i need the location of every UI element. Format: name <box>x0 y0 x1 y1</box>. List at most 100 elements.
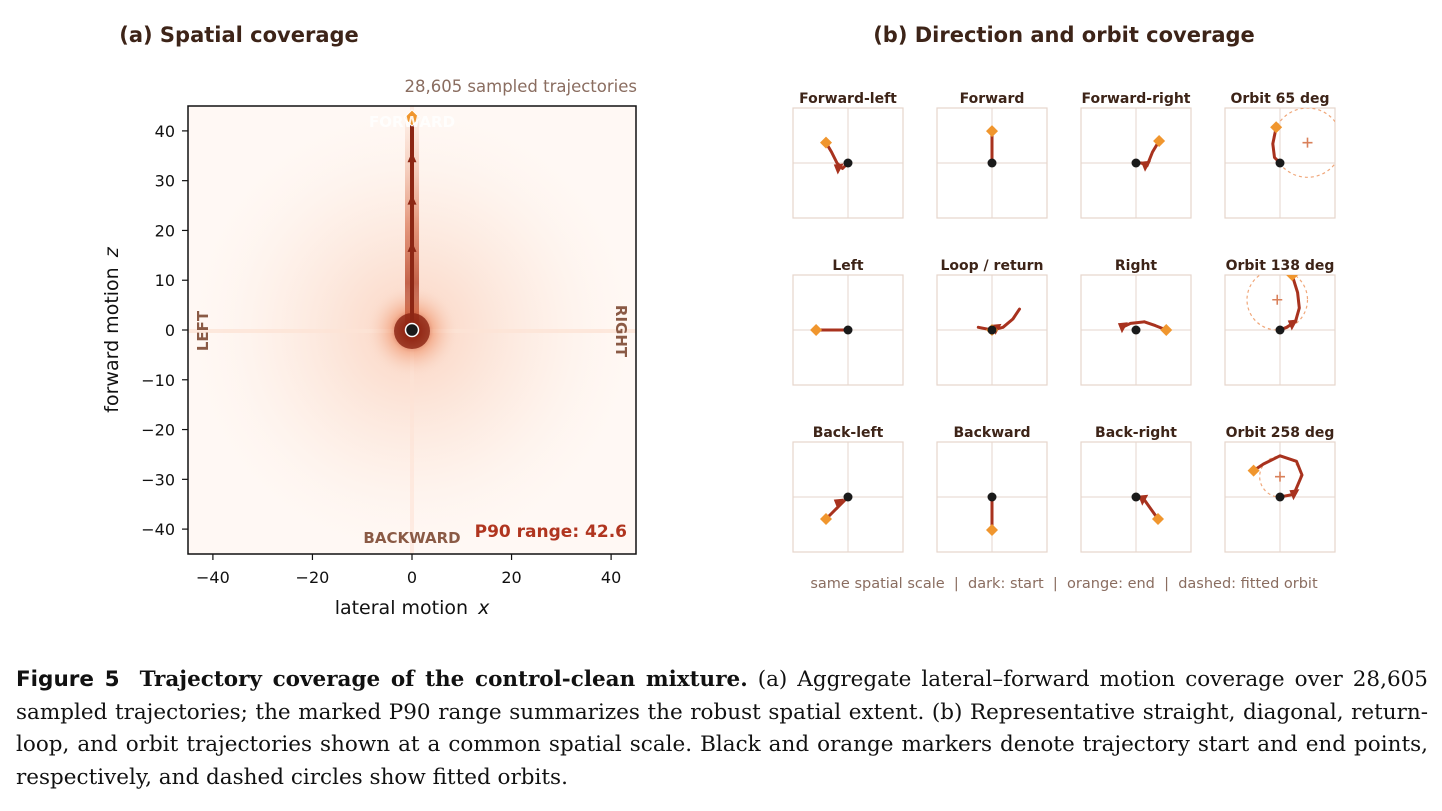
fitted-orbit <box>1246 275 1309 331</box>
panel-a-title: (a) Spatial coverage <box>119 23 359 47</box>
y-tick-label: 40 <box>155 122 175 141</box>
panel-plot <box>1246 275 1309 335</box>
start-marker <box>843 325 853 335</box>
end-marker <box>820 136 832 149</box>
y-tick-label: 30 <box>155 172 175 191</box>
panel-plot <box>1131 135 1166 172</box>
end-marker <box>1152 513 1164 525</box>
start-marker <box>1131 158 1141 168</box>
trajectory-path <box>1120 320 1168 332</box>
panel-plot <box>820 492 853 525</box>
panel-title: Right <box>1115 258 1158 274</box>
y-axis-var: z <box>101 246 123 258</box>
orbit-center-marker <box>1302 137 1313 148</box>
end-marker <box>1247 464 1260 477</box>
trajectory-arrow <box>1141 160 1151 172</box>
start-marker <box>987 492 997 502</box>
direction-panel: Back-right <box>1080 425 1192 553</box>
start-marker <box>1275 492 1285 502</box>
y-axis-label-text: forward motion <box>101 267 123 412</box>
direction-panel: Backward <box>936 425 1048 553</box>
end-marker <box>986 524 998 536</box>
panel-title: Back-left <box>813 425 884 441</box>
x-axis-label: lateral motion x <box>335 597 490 619</box>
panel-title: Left <box>832 258 864 274</box>
direction-panel: Back-left <box>792 425 904 553</box>
panel-plot <box>1270 108 1335 178</box>
y-tick-label: −10 <box>141 371 175 390</box>
start-marker <box>1275 158 1285 168</box>
panel-title: Forward-left <box>799 91 897 107</box>
p90-range-label: P90 range: 42.6 <box>475 522 627 542</box>
x-tick-label: 20 <box>501 568 521 587</box>
trajectory-arrow <box>1117 322 1128 334</box>
y-tick-label: −40 <box>141 520 175 539</box>
trajectory-path <box>1278 275 1301 332</box>
x-tick-label: −20 <box>296 568 330 587</box>
end-marker <box>1286 275 1299 281</box>
direction-panel: Right <box>1080 258 1192 386</box>
panel-plot <box>986 492 998 536</box>
x-tick-label: 40 <box>601 568 621 587</box>
panel-plot <box>976 307 1021 336</box>
caption-title: Trajectory coverage of the control-clean… <box>139 667 748 692</box>
direction-panels: Forward-left Forward Forward-right Orbit 65… <box>792 91 1336 553</box>
direction-panel: Forward-right <box>1080 91 1192 219</box>
direction-panel: Orbit 138 deg <box>1224 258 1336 386</box>
figure-caption: Figure 5 Trajectory coverage of the cont… <box>16 664 1428 794</box>
panel-plot <box>810 324 853 336</box>
x-axis-label-text: lateral motion <box>335 597 468 619</box>
trajectory-arrow <box>1138 494 1149 506</box>
panel-title: Back-right <box>1095 425 1177 441</box>
panel-title: Orbit 65 deg <box>1230 91 1329 107</box>
end-marker <box>1270 121 1283 134</box>
direction-panel: Orbit 258 deg <box>1224 425 1336 553</box>
y-tick-label: −20 <box>141 421 175 440</box>
start-marker <box>987 325 997 335</box>
y-axis-ticks: 40 30 20 10 0 −10 −20 −30 −40 <box>141 122 188 539</box>
panel-b-footer: same spatial scale | dark: start | orang… <box>810 576 1318 592</box>
trajectory-arrow <box>1287 319 1298 331</box>
start-marker <box>843 158 853 168</box>
y-axis-label: forward motion z <box>101 246 123 412</box>
y-tick-label: 10 <box>155 271 175 290</box>
trajectory-path <box>824 141 850 170</box>
panel-plot <box>1117 320 1173 336</box>
x-tick-label: 0 <box>407 568 417 587</box>
label-right: RIGHT <box>612 305 630 358</box>
caption-label: Figure 5 <box>16 667 120 692</box>
trajectory-arrow <box>833 163 844 175</box>
panel-b-title: (b) Direction and orbit coverage <box>873 23 1255 47</box>
direction-panel: Forward-left <box>792 91 904 219</box>
trajectory-path <box>824 495 850 521</box>
caption-body: (a) Aggregate lateral–forward motion cov… <box>16 667 1428 790</box>
label-backward: BACKWARD <box>363 529 460 547</box>
direction-panel: Forward <box>936 91 1048 219</box>
end-marker <box>403 109 421 127</box>
panel-title: Forward-right <box>1081 91 1190 107</box>
orbit-center-marker <box>1272 294 1283 305</box>
start-marker <box>1131 325 1141 335</box>
panel-plot <box>986 125 998 168</box>
path-arrow <box>407 152 417 163</box>
x-tick-label: −40 <box>196 568 230 587</box>
path-arrow <box>407 241 417 252</box>
panel-plot <box>1131 492 1164 525</box>
start-marker <box>1275 325 1285 335</box>
orbit-center-marker <box>1275 471 1285 482</box>
panel-title: Orbit 258 deg <box>1226 425 1335 441</box>
direction-panel: Orbit 65 deg <box>1224 91 1336 219</box>
label-forward: FORWARD <box>369 113 455 131</box>
panel-plot <box>820 136 853 175</box>
start-marker <box>1131 492 1141 502</box>
y-tick-label: −30 <box>141 470 175 489</box>
heatmap-overlay <box>403 109 421 338</box>
trajectory-arrow <box>833 498 844 510</box>
direction-panel: Left <box>792 258 904 386</box>
trajectory-arrow <box>1289 489 1300 501</box>
start-marker <box>843 492 853 502</box>
panel-title: Orbit 138 deg <box>1226 258 1335 274</box>
direction-panel: Loop / return <box>936 258 1048 386</box>
start-marker <box>987 158 997 168</box>
panel-title: Loop / return <box>941 258 1044 274</box>
